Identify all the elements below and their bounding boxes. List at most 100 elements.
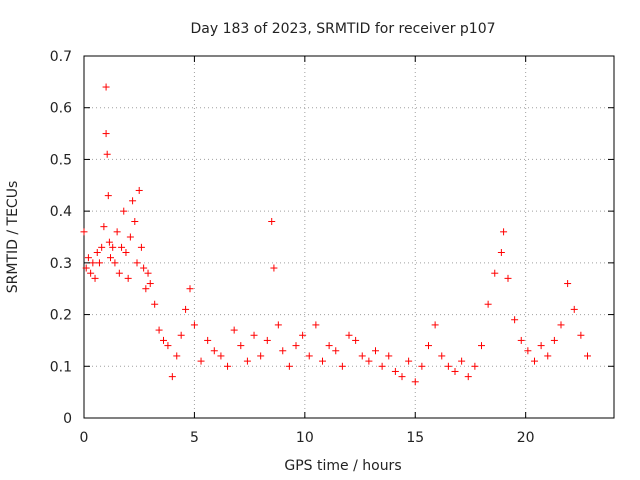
plot-frame [83,55,615,419]
data-point [105,238,113,246]
data-point [80,228,88,236]
data-point [345,331,353,339]
data-point [160,336,167,344]
data-point [103,150,111,158]
data-point [584,352,591,360]
data-point [126,233,134,241]
data-point [464,373,472,381]
data-point [478,342,485,350]
data-point [186,285,194,293]
data-point [319,357,326,365]
data-point [95,259,103,267]
y-tick-label: 0.4 [50,204,72,220]
data-point [93,249,101,257]
data-point [352,336,360,344]
x-tick-label: 0 [80,430,89,446]
data-point [250,331,258,339]
data-point [111,259,119,267]
data-point [338,362,346,370]
data-point [190,321,198,329]
chart-title: Day 183 of 2023, SRMTID for receiver p10… [190,21,495,37]
data-point [544,352,552,360]
data-point [129,197,137,205]
data-point [118,243,126,251]
y-axis-ticks: 0 0.1 0.2 0.3 0.4 0.5 0.6 0.7 [50,49,614,427]
data-point [263,336,271,344]
data-point [378,362,386,370]
data-point [204,336,212,344]
y-tick-label: 0.1 [50,359,72,375]
data-point [332,347,340,355]
data-point [84,254,92,262]
data-point [312,321,320,329]
y-tick-label: 0.7 [50,49,72,65]
data-point [109,243,117,251]
data-point [491,269,499,277]
data-point [405,357,413,365]
data-point [398,373,406,381]
data-point [365,357,373,365]
grid-lines [84,56,614,418]
data-point [98,243,106,251]
data-point [292,342,300,350]
data-point [517,336,525,344]
data-point [146,280,154,288]
x-axis-ticks: 0 5 10 15 20 [80,56,535,446]
data-point [173,352,181,360]
data-point [210,347,218,355]
data-point [122,249,130,257]
data-point [268,217,276,225]
data-point [511,316,519,324]
data-point [142,285,150,293]
data-point [524,347,532,355]
data-point [391,367,399,375]
y-tick-label: 0.5 [50,152,72,168]
data-point [113,228,121,236]
data-point [155,326,163,334]
data-point [137,243,145,251]
data-point [431,321,439,329]
data-point [372,347,379,355]
data-point [305,352,313,360]
data-point [151,300,159,308]
data-point [418,362,426,370]
data-point [270,264,278,272]
data-point [217,352,225,360]
data-point [91,274,99,282]
data-point [120,207,128,215]
data-point [257,352,265,360]
data-point [358,352,366,360]
data-point [133,259,141,267]
data-point [182,305,190,313]
data-point [177,331,185,339]
data-point [279,347,287,355]
data-point [144,269,152,277]
data-point [411,378,419,386]
data-point [100,223,108,231]
data-point [124,274,132,282]
data-point [197,357,205,365]
data-point [87,269,95,277]
data-point [102,130,110,138]
data-point [564,280,572,288]
data-point [230,326,238,334]
y-axis-label: SRMTID / TECUs [5,181,21,294]
data-point [102,83,110,91]
data-point [285,362,293,370]
data-point [237,342,245,350]
data-point [107,254,114,262]
data-point [451,367,459,375]
data-point [131,217,139,225]
data-point [550,336,558,344]
data-point [471,362,479,370]
data-point [135,186,143,194]
data-point [497,249,505,257]
x-tick-label: 10 [296,430,314,446]
data-point [500,228,508,236]
data-point [577,331,585,339]
data-point [274,321,282,329]
data-point [444,362,452,370]
data-point [224,362,232,370]
data-point [438,352,446,360]
